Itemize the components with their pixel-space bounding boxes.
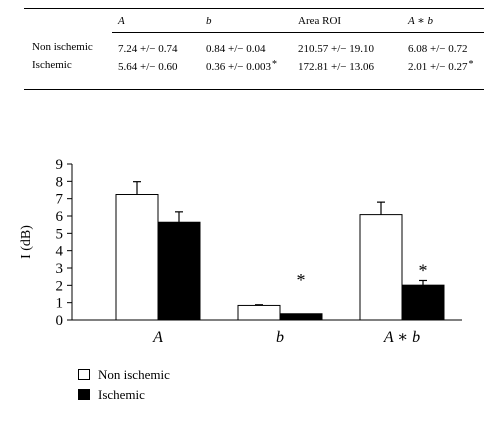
table-header-area-roi: Area ROI	[298, 15, 342, 27]
y-axis-label: I (dB)	[19, 225, 34, 259]
bar-ischemic	[401, 284, 445, 321]
table-cell: 2.01 +/− 0.27*	[408, 59, 474, 73]
bar-non-ischemic	[359, 214, 403, 321]
legend-swatch-non-ischemic	[78, 369, 90, 380]
y-tick-label: 7	[56, 192, 64, 208]
y-tick-label: 3	[56, 261, 64, 277]
table-cell: 0.84 +/− 0.04	[206, 43, 266, 55]
y-tick-label: 6	[56, 209, 64, 225]
y-tick-label: 5	[56, 226, 64, 242]
table-cell: 210.57 +/− 19.10	[298, 43, 374, 55]
table-cell: 0.36 +/− 0.003*	[206, 59, 277, 73]
table-cell: 172.81 +/− 13.06	[298, 61, 374, 73]
table-cell: 5.64 +/− 0.60	[118, 61, 178, 73]
table-bottom-rule	[24, 89, 484, 90]
bar-chart: 01 234 567 89 I (dB) A b A ∗ b * *	[19, 157, 462, 346]
y-tick-label: 2	[56, 278, 64, 294]
y-tick-label: 4	[56, 244, 64, 260]
table-header-a-times-b: A ∗ b	[408, 15, 433, 27]
table-header-a: A	[118, 15, 125, 27]
table-cell: 7.24 +/− 0.74	[118, 43, 178, 55]
bar-non-ischemic	[115, 194, 159, 321]
x-tick-label: A ∗ b	[383, 329, 420, 346]
y-tick-label: 1	[56, 296, 64, 312]
table-header-rule	[112, 32, 484, 33]
table-top-rule	[24, 8, 484, 9]
table-row-label: Ischemic	[32, 59, 72, 71]
table-cell: 6.08 +/− 0.72	[408, 43, 468, 55]
bar-non-ischemic	[237, 304, 281, 321]
legend-label-non-ischemic: Non ischemic	[98, 367, 170, 382]
table-row-label: Non ischemic	[32, 41, 93, 53]
x-tick-label: b	[276, 329, 284, 346]
legend-swatch-ischemic	[78, 389, 90, 400]
y-tick-label: 9	[56, 157, 64, 173]
significance-marker: *	[419, 260, 428, 280]
y-tick-label: 8	[56, 174, 64, 190]
significance-marker: *	[297, 270, 306, 290]
bar-ischemic	[157, 221, 201, 321]
bar-ischemic	[279, 313, 323, 321]
x-tick-label: A	[152, 329, 163, 346]
table-header-b: b	[206, 15, 212, 27]
y-tick-label: 0	[56, 313, 64, 329]
legend-label-ischemic: Ischemic	[98, 387, 145, 402]
